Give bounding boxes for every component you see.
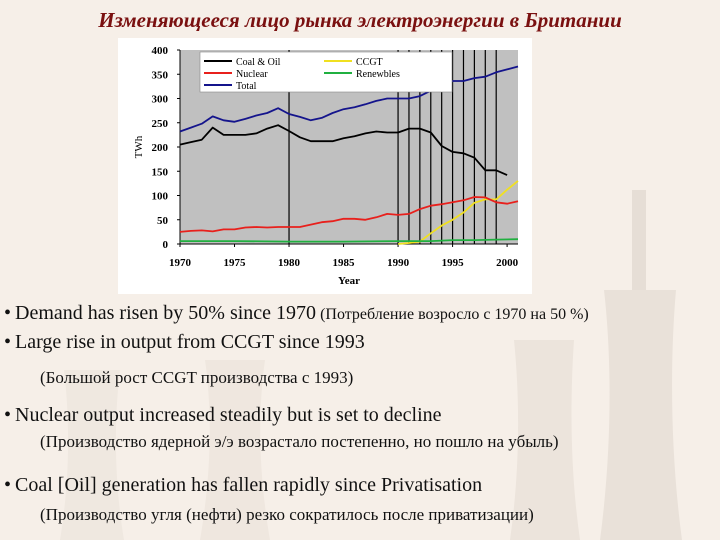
chart-panel: 0 50 100 150 200 250 300 350 400 1970 1975 1980 1985… [118, 38, 532, 294]
y-tick-label: 350 [152, 69, 169, 81]
series-line-coal-oil [179, 124, 508, 176]
x-tick-label: 1985 [333, 257, 356, 269]
x-tick-label: 1970 [169, 257, 192, 269]
bullet-coal-translation: (Производство угля (нефти) резко сократи… [40, 505, 534, 524]
x-tick-label: 1980 [278, 257, 301, 269]
series-line-total [179, 65, 519, 133]
bullet-marker: • [4, 331, 12, 353]
bullet-coal: • Coal [Oil] generation has fallen rapid… [4, 474, 482, 497]
bullet-ccgt-text: Large rise in output from CCGT since 199… [15, 331, 365, 353]
legend-label: Coal & Oil [236, 57, 281, 68]
series-line-renewbles [180, 238, 519, 243]
bullet-demand-translation: (Потребление возросло с 1970 на 50 %) [320, 306, 589, 323]
bullet-nuclear-text: Nuclear output increased steadily but is… [15, 404, 442, 426]
electricity-generation-chart: 0 50 100 150 200 250 300 350 400 1970 1975 1980 1985… [118, 38, 532, 294]
bullet-nuclear: • Nuclear output increased steadily but … [4, 404, 442, 427]
y-tick-label: 250 [152, 118, 169, 130]
x-tick-label: 2000 [496, 257, 519, 269]
y-tick-label: 50 [157, 215, 169, 227]
y-tick-label: 0 [163, 239, 169, 251]
legend-label: Renewbles [356, 69, 400, 80]
x-tick-label: 1975 [224, 257, 247, 269]
bullet-ccgt-translation: (Большой рост CCGT производства с 1993) [40, 368, 354, 387]
bullet-marker: • [4, 404, 12, 426]
y-tick-label: 150 [152, 166, 169, 178]
bullet-demand: • Demand has risen by 50% since 1970 (По… [4, 302, 589, 325]
y-tick-label: 100 [152, 191, 169, 203]
bullet-nuclear-translation: (Производство ядерной э/э возрастало пос… [40, 432, 559, 451]
x-tick-label: 1990 [387, 257, 410, 269]
series-line-nuclear [179, 196, 519, 233]
x-tick-label: 1995 [442, 257, 465, 269]
bullet-ccgt: • Large rise in output from CCGT since 1… [4, 331, 365, 354]
y-tick-label: 300 [152, 94, 169, 106]
bullet-demand-text: Demand has risen by 50% since 1970 [15, 302, 317, 324]
bullet-coal-text: Coal [Oil] generation has fallen rapidly… [15, 474, 483, 496]
y-tick-label: 400 [152, 45, 169, 57]
bullet-marker: • [4, 302, 12, 324]
y-axis-label: TWh [133, 135, 145, 158]
legend-label: Total [236, 81, 257, 92]
legend-label: CCGT [356, 57, 383, 68]
slide-title: Изменяющееся лицо рынка электроэнергии в… [98, 8, 622, 32]
y-tick-label: 200 [152, 142, 169, 154]
bullet-marker: • [4, 474, 12, 496]
x-axis-label: Year [338, 275, 360, 287]
legend-label: Nuclear [236, 69, 268, 80]
